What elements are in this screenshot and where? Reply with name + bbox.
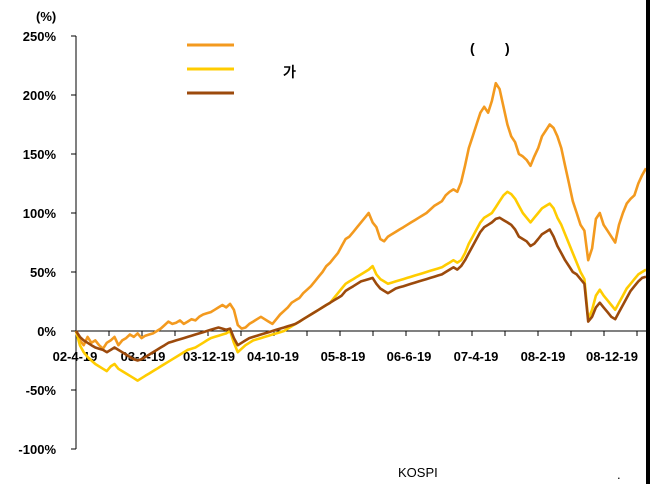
legend-text: 가 [283, 64, 296, 80]
y-tick-label: 50% [30, 265, 56, 280]
footnote-period: . [617, 467, 621, 482]
x-tick-label: 05-8-19 [321, 349, 366, 364]
x-tick-label: 03-12-19 [183, 349, 235, 364]
series-line-2 [74, 190, 647, 382]
y-tick-label: 200% [23, 88, 57, 103]
series-lines [74, 81, 648, 382]
series-line-3 [74, 216, 647, 362]
legend-text: ( [470, 40, 475, 56]
y-tick-label: -50% [26, 383, 57, 398]
right-border [646, 0, 650, 484]
series-line-1 [74, 81, 648, 351]
x-tick-label: 08-12-19 [586, 349, 638, 364]
x-tick-label: 07-4-19 [454, 349, 499, 364]
y-tick-label: -100% [18, 442, 56, 457]
y-tick-label: 250% [23, 29, 57, 44]
x-tick-label: 02-4-19 [53, 349, 98, 364]
x-tick-label: 08-2-19 [521, 349, 566, 364]
chart-labels: (%) KOSPI . [36, 9, 621, 482]
x-tick-label: 04-10-19 [247, 349, 299, 364]
legend: () 가 [187, 40, 510, 95]
x-tick-label: 06-6-19 [387, 349, 432, 364]
y-tick-label: 0% [37, 324, 56, 339]
legend-text: ) [505, 40, 510, 56]
footnote-kospi: KOSPI [398, 465, 438, 480]
y-tick-label: 150% [23, 147, 57, 162]
axes: 250% 200% 150% 100% 50% 0% -50% -100% 02-4-19 03-… [18, 29, 646, 457]
y-tick-label: 100% [23, 206, 57, 221]
unit-label: (%) [36, 9, 56, 24]
